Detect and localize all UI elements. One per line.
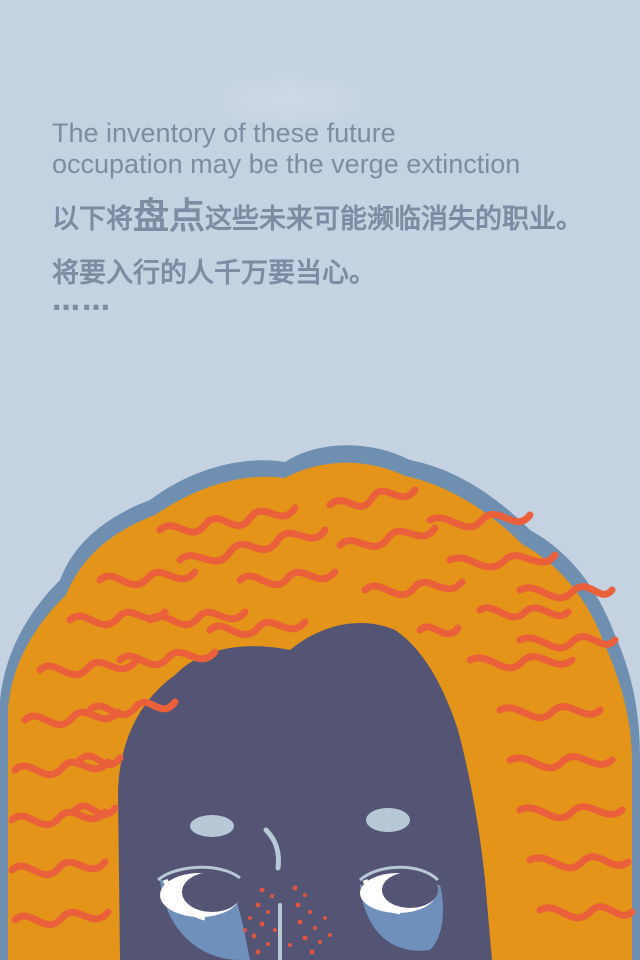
- hair-curl: [156, 504, 299, 536]
- right-eyebrow: [366, 808, 410, 832]
- soft-glow: [200, 70, 380, 130]
- hair-curl: [326, 486, 419, 510]
- intro-text-block: The inventory of these future occupation …: [52, 118, 632, 315]
- hair-curl: [466, 653, 576, 672]
- hair-curl: [11, 758, 112, 778]
- hair-curl: [8, 808, 109, 828]
- hair-curl: [206, 618, 309, 638]
- chinese-intro-emphasis: 盘点: [133, 196, 206, 237]
- chinese-intro-rest: 这些未来可能濒临消失的职业。将要入行的人千万要当心。: [52, 204, 584, 289]
- hair-curl: [36, 658, 139, 678]
- right-eye-outline: [359, 865, 440, 882]
- hair-curl: [336, 524, 439, 550]
- hair-curl: [146, 608, 249, 628]
- hair-curl: [76, 752, 124, 769]
- ellipsis-mark: ……: [52, 284, 112, 317]
- hair-curl: [506, 753, 616, 772]
- hair-curl: [96, 568, 199, 588]
- hair-curl: [516, 633, 619, 652]
- hair-curl: [426, 510, 534, 531]
- right-eye: [360, 872, 438, 915]
- left-eye-outline: [157, 865, 241, 882]
- english-headline-line-1: The inventory of these future: [52, 118, 396, 148]
- hair-curl: [516, 803, 626, 822]
- freckles: [243, 885, 332, 955]
- hair-curl: [516, 583, 616, 602]
- hair-curl: [526, 853, 632, 872]
- hair-curl: [21, 708, 122, 728]
- hair-curl: [361, 578, 466, 598]
- hair-curl: [11, 908, 112, 928]
- hair-curl: [536, 903, 636, 922]
- english-headline-line-2: occupation may be the verge extinction: [52, 149, 521, 179]
- hair-curl: [446, 551, 559, 571]
- hair-curl: [86, 698, 179, 718]
- left-eyebrow: [190, 815, 234, 837]
- hair-curl: [8, 858, 109, 878]
- left-eye: [160, 872, 242, 921]
- hair-curl: [496, 703, 604, 722]
- english-headline: The inventory of these future occupation …: [52, 118, 632, 180]
- hair-curl: [71, 802, 119, 819]
- hair-curl: [116, 648, 219, 668]
- hair-curl: [236, 568, 339, 588]
- hair-curl: [476, 604, 572, 621]
- chinese-intro-start: 以下将: [52, 204, 133, 235]
- nose-line: [263, 827, 281, 871]
- hair-curl: [176, 526, 329, 565]
- hair-curl: [416, 623, 462, 638]
- chinese-intro: 以下将盘点这些未来可能濒临消失的职业。将要入行的人千万要当心。: [52, 190, 592, 301]
